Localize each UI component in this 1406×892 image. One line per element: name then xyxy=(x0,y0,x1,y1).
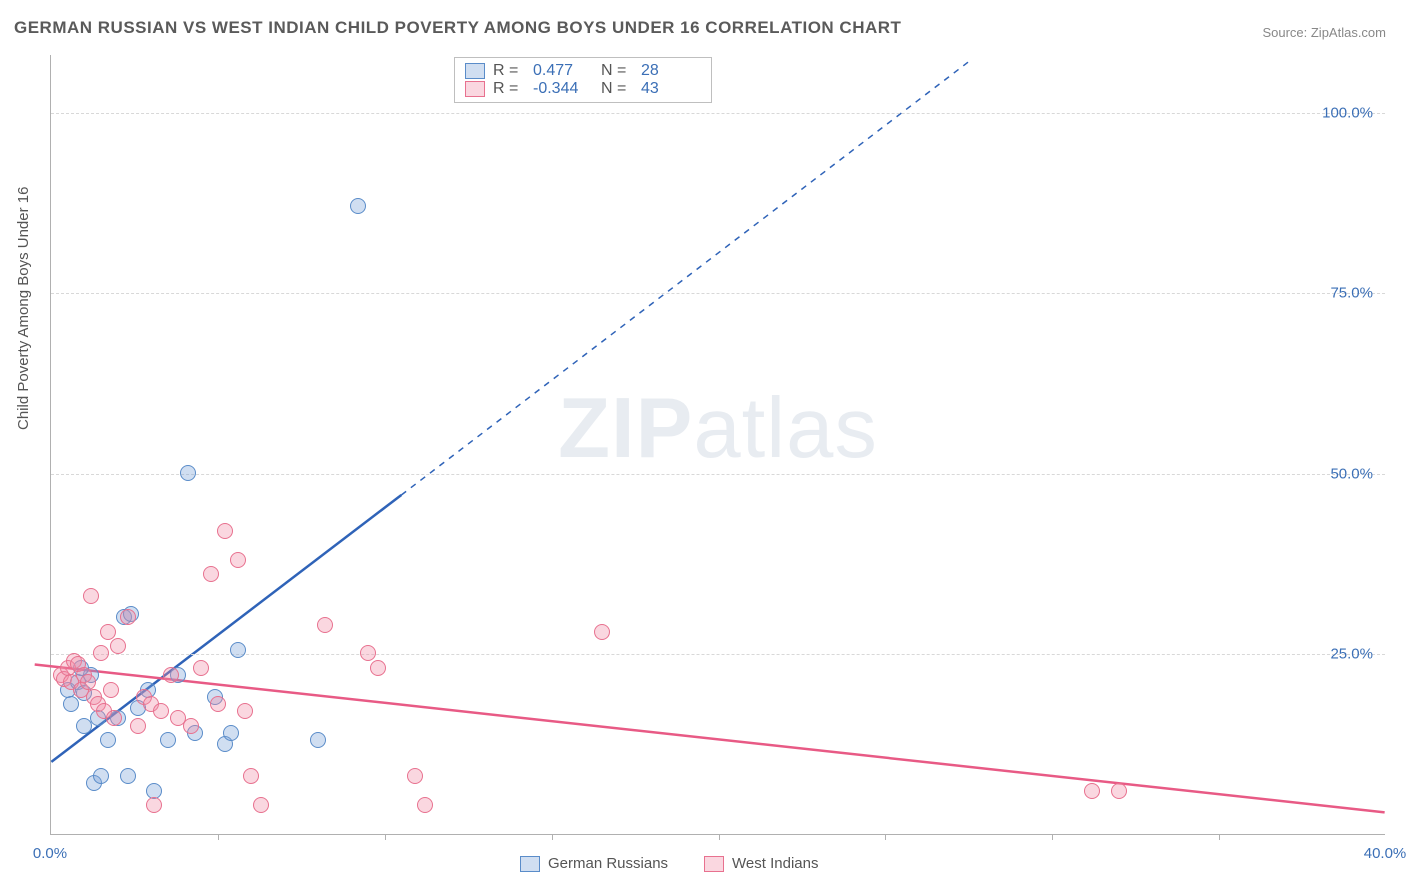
chart-title: GERMAN RUSSIAN VS WEST INDIAN CHILD POVE… xyxy=(14,18,901,38)
y-tick-label: 75.0% xyxy=(1330,285,1373,302)
scatter-point xyxy=(93,645,109,661)
stat-n-value: 28 xyxy=(641,62,701,80)
legend-label: West Indians xyxy=(732,855,818,872)
x-minor-tick xyxy=(385,834,386,840)
stat-r-value: 0.477 xyxy=(533,62,593,80)
stat-n-label: N = xyxy=(601,80,633,98)
scatter-point xyxy=(63,696,79,712)
scatter-point xyxy=(120,768,136,784)
stat-n-value: 43 xyxy=(641,80,701,98)
scatter-point xyxy=(237,703,253,719)
scatter-point xyxy=(210,696,226,712)
y-tick-label: 25.0% xyxy=(1330,646,1373,663)
scatter-point xyxy=(223,725,239,741)
scatter-point xyxy=(193,660,209,676)
gridline-horizontal xyxy=(51,113,1385,114)
x-minor-tick xyxy=(552,834,553,840)
scatter-point xyxy=(100,624,116,640)
scatter-point xyxy=(217,523,233,539)
stat-r-label: R = xyxy=(493,80,525,98)
scatter-point xyxy=(146,797,162,813)
regression-line-dashed xyxy=(401,62,968,495)
source-name: ZipAtlas.com xyxy=(1311,25,1386,40)
legend-item: West Indians xyxy=(704,855,818,872)
x-minor-tick xyxy=(885,834,886,840)
stat-r-value: -0.344 xyxy=(533,80,593,98)
legend-label: German Russians xyxy=(548,855,668,872)
scatter-point xyxy=(160,732,176,748)
scatter-point xyxy=(120,609,136,625)
gridline-horizontal xyxy=(51,654,1385,655)
scatter-point xyxy=(1084,783,1100,799)
plot-area: ZIPatlas 25.0%50.0%75.0%100.0% xyxy=(50,55,1385,835)
scatter-point xyxy=(100,732,116,748)
y-tick-label: 100.0% xyxy=(1322,104,1373,121)
legend-item: German Russians xyxy=(520,855,668,872)
legend-swatch xyxy=(520,856,540,872)
scatter-point xyxy=(230,552,246,568)
scatter-point xyxy=(370,660,386,676)
stats-swatch xyxy=(465,63,485,79)
scatter-point xyxy=(163,667,179,683)
x-minor-tick xyxy=(218,834,219,840)
scatter-point xyxy=(93,768,109,784)
y-axis-label: Child Poverty Among Boys Under 16 xyxy=(15,187,32,430)
stats-swatch xyxy=(465,81,485,97)
legend-swatch xyxy=(704,856,724,872)
stats-row: R = 0.477 N = 28 xyxy=(465,62,701,80)
x-tick-label: 40.0% xyxy=(1364,845,1406,862)
y-tick-label: 50.0% xyxy=(1330,465,1373,482)
scatter-point xyxy=(1111,783,1127,799)
scatter-point xyxy=(130,718,146,734)
scatter-point xyxy=(76,718,92,734)
scatter-point xyxy=(110,638,126,654)
scatter-point xyxy=(203,566,219,582)
gridline-horizontal xyxy=(51,293,1385,294)
scatter-point xyxy=(243,768,259,784)
scatter-point xyxy=(317,617,333,633)
gridline-horizontal xyxy=(51,474,1385,475)
x-minor-tick xyxy=(1219,834,1220,840)
x-minor-tick xyxy=(719,834,720,840)
stat-n-label: N = xyxy=(601,62,633,80)
scatter-point xyxy=(310,732,326,748)
scatter-point xyxy=(360,645,376,661)
stats-box: R = 0.477 N = 28 R = -0.344 N = 43 xyxy=(454,57,712,103)
scatter-point xyxy=(253,797,269,813)
source-prefix: Source: xyxy=(1262,25,1310,40)
scatter-point xyxy=(230,642,246,658)
scatter-point xyxy=(180,465,196,481)
scatter-point xyxy=(83,588,99,604)
scatter-point xyxy=(594,624,610,640)
x-minor-tick xyxy=(1052,834,1053,840)
scatter-point xyxy=(350,198,366,214)
scatter-point xyxy=(407,768,423,784)
scatter-point xyxy=(103,682,119,698)
scatter-point xyxy=(183,718,199,734)
bottom-legend: German Russians West Indians xyxy=(520,855,818,872)
x-tick-label: 0.0% xyxy=(33,845,67,862)
regression-line xyxy=(35,664,1385,812)
source-attribution: Source: ZipAtlas.com xyxy=(1262,25,1386,40)
scatter-point xyxy=(106,710,122,726)
stat-r-label: R = xyxy=(493,62,525,80)
regression-lines-layer xyxy=(51,55,1385,834)
scatter-point xyxy=(153,703,169,719)
stats-row: R = -0.344 N = 43 xyxy=(465,80,701,98)
scatter-point xyxy=(417,797,433,813)
